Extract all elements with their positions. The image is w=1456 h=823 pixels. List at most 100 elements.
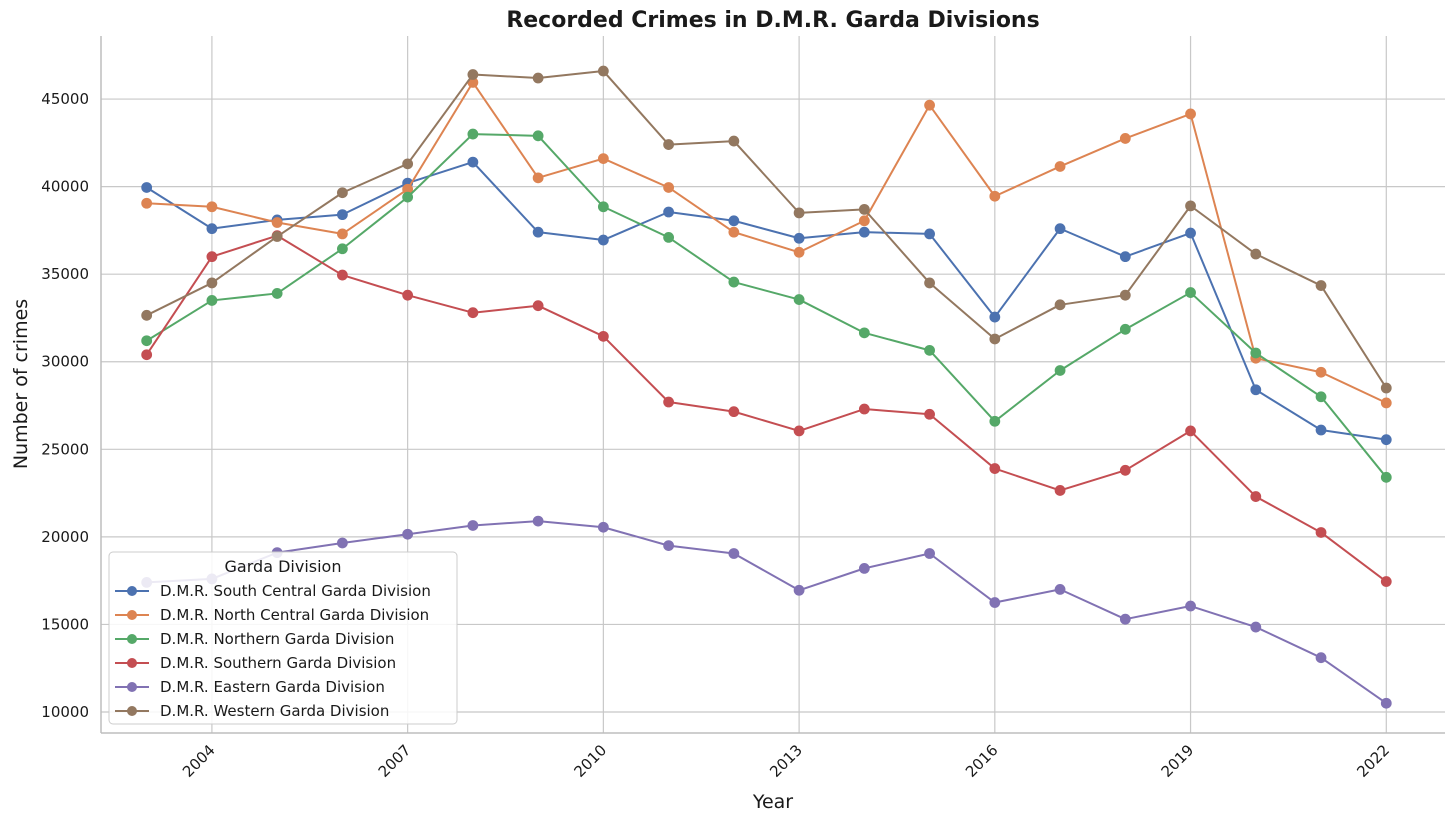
series-lines bbox=[141, 65, 1392, 709]
legend-item: D.M.R. North Central Garda Division bbox=[115, 606, 429, 624]
y-axis-label: Number of crimes bbox=[10, 299, 32, 469]
data-point bbox=[1054, 223, 1066, 235]
legend: Garda Division D.M.R. South Central Gard… bbox=[108, 551, 458, 725]
data-point bbox=[728, 135, 740, 147]
series-group bbox=[141, 128, 1392, 483]
data-point bbox=[1380, 382, 1392, 394]
data-point bbox=[1315, 391, 1327, 403]
data-point bbox=[924, 548, 935, 559]
data-point bbox=[1250, 248, 1262, 260]
data-point bbox=[1380, 697, 1392, 709]
data-point bbox=[858, 226, 870, 238]
series-line bbox=[146, 70, 1388, 389]
legend-label: D.M.R. Western Garda Division bbox=[160, 702, 389, 720]
y-tick-label: 15000 bbox=[41, 615, 89, 633]
data-point bbox=[793, 584, 805, 596]
data-point bbox=[1250, 347, 1262, 359]
data-point bbox=[336, 269, 348, 281]
x-axis-label: Year bbox=[752, 791, 793, 813]
data-point bbox=[271, 231, 283, 242]
data-point bbox=[728, 215, 740, 227]
series-line bbox=[145, 234, 1387, 583]
data-point bbox=[793, 246, 805, 258]
x-tick-label: 2007 bbox=[375, 741, 415, 781]
data-point bbox=[1250, 384, 1262, 396]
x-tick-label: 2019 bbox=[1158, 741, 1198, 781]
legend-item: D.M.R. Southern Garda Division bbox=[115, 654, 396, 672]
legend-title: Garda Division bbox=[225, 557, 342, 576]
data-point bbox=[1315, 366, 1327, 378]
data-point bbox=[206, 277, 218, 289]
data-point bbox=[924, 99, 935, 111]
legend-marker bbox=[127, 586, 137, 596]
data-point bbox=[271, 288, 283, 299]
data-point bbox=[663, 206, 675, 218]
data-point bbox=[1380, 434, 1392, 446]
data-point bbox=[728, 548, 740, 559]
data-point bbox=[467, 69, 479, 80]
data-point bbox=[989, 463, 1001, 474]
series-line bbox=[146, 161, 1387, 441]
series-group bbox=[141, 77, 1392, 409]
data-point bbox=[663, 182, 675, 193]
data-point bbox=[1119, 464, 1131, 476]
data-point bbox=[467, 520, 479, 531]
data-point bbox=[1054, 365, 1066, 376]
y-tick-label: 40000 bbox=[41, 178, 89, 196]
data-point bbox=[141, 182, 153, 193]
data-point bbox=[924, 408, 935, 420]
y-tick-label: 25000 bbox=[41, 440, 89, 458]
data-point bbox=[532, 226, 544, 238]
data-point bbox=[467, 156, 479, 168]
x-tick-label: 2022 bbox=[1353, 741, 1393, 781]
data-point bbox=[728, 226, 740, 238]
data-point bbox=[532, 72, 544, 84]
y-tick-label: 45000 bbox=[41, 90, 89, 108]
legend-marker bbox=[127, 706, 137, 716]
data-point bbox=[728, 406, 740, 418]
legend-label: D.M.R. Southern Garda Division bbox=[160, 654, 396, 672]
x-tick-label: 2013 bbox=[766, 741, 806, 781]
data-point bbox=[858, 403, 870, 415]
data-point bbox=[402, 528, 414, 540]
data-point bbox=[1380, 576, 1392, 587]
legend-marker bbox=[127, 682, 137, 692]
data-point bbox=[206, 223, 218, 235]
data-point bbox=[663, 396, 675, 408]
data-point bbox=[728, 276, 740, 288]
data-point bbox=[597, 234, 609, 246]
legend-label: D.M.R. South Central Garda Division bbox=[160, 582, 431, 600]
data-point bbox=[1119, 613, 1131, 625]
data-point bbox=[336, 209, 348, 221]
legend-marker bbox=[127, 610, 137, 620]
series-line bbox=[146, 133, 1388, 478]
y-tick-label: 20000 bbox=[41, 528, 89, 546]
data-point bbox=[467, 128, 479, 140]
data-point bbox=[1250, 491, 1262, 502]
legend-item: D.M.R. Eastern Garda Division bbox=[115, 678, 385, 696]
legend-marker bbox=[127, 658, 137, 668]
data-point bbox=[989, 597, 1001, 608]
data-point bbox=[924, 228, 935, 240]
data-point bbox=[141, 197, 153, 209]
data-point bbox=[1185, 200, 1196, 212]
data-point bbox=[1119, 289, 1131, 301]
x-tick-label: 2004 bbox=[179, 741, 219, 781]
data-point bbox=[532, 300, 544, 312]
data-point bbox=[532, 130, 544, 142]
data-point bbox=[532, 515, 544, 527]
data-point bbox=[1119, 251, 1131, 263]
data-point bbox=[402, 191, 414, 203]
data-point bbox=[336, 228, 348, 240]
x-tick-label: 2016 bbox=[962, 741, 1002, 781]
data-point bbox=[793, 207, 805, 219]
data-point bbox=[663, 231, 675, 243]
data-point bbox=[1119, 323, 1131, 335]
data-point bbox=[597, 65, 609, 77]
data-point bbox=[1315, 280, 1327, 291]
data-point bbox=[989, 415, 1001, 427]
data-point bbox=[1054, 161, 1066, 172]
legend-label: D.M.R. North Central Garda Division bbox=[160, 606, 429, 624]
data-point bbox=[858, 327, 870, 339]
data-point bbox=[924, 277, 935, 289]
